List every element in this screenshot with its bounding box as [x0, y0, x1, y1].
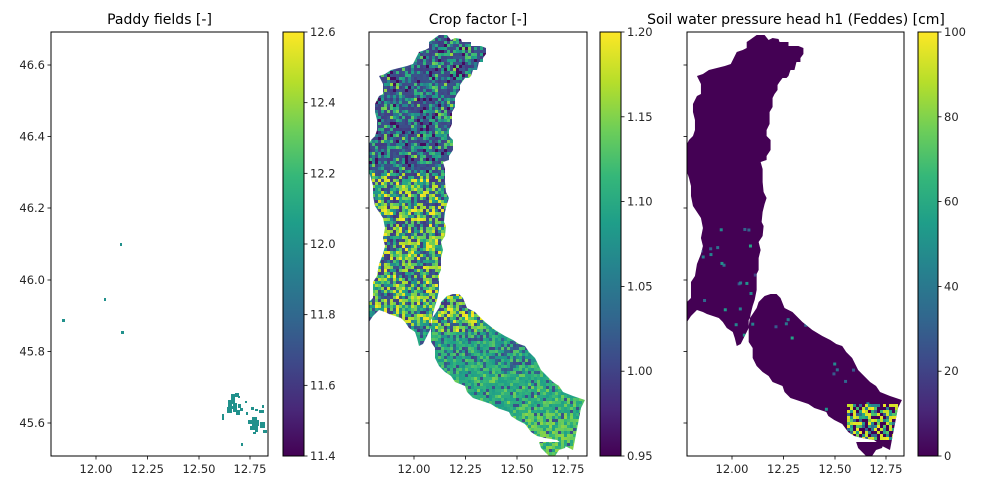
x-tick-label: 12.50 — [183, 462, 216, 476]
x-tick-label: 12.75 — [234, 462, 267, 476]
y-tick-label: 46.0 — [19, 273, 45, 287]
y-axis-ticks — [365, 64, 369, 424]
colorbar-tick-label: 80 — [944, 110, 959, 124]
colorbar-ticks: 12.6 12.4 12.2 12.0 11.8 11.6 11.4 — [304, 25, 336, 463]
x-tick-label: 12.00 — [398, 462, 431, 476]
crop-factor-raster — [369, 35, 585, 456]
colorbar-tick-label: 12.4 — [310, 96, 336, 110]
panel-crop-factor: Crop factor [-] 12.00 12.25 12.50 12.75 1.2… — [365, 12, 653, 476]
colorbar-tick-label: 20 — [944, 364, 959, 378]
panel-title: Crop factor [-] — [429, 12, 528, 28]
x-tick-label: 12.00 — [80, 462, 113, 476]
axes-frame — [686, 31, 905, 457]
colorbar-tick-label: 12.0 — [310, 237, 336, 251]
colorbar-tick-label: 1.15 — [627, 110, 653, 124]
colorbar-ticks: 100 80 60 40 20 0 — [938, 25, 966, 463]
colorbar-tick-label: 0 — [944, 449, 951, 463]
panel-soil-water-pressure-head: Soil water pressure head h1 (Feddes) [cm… — [647, 12, 966, 476]
colorbar-tick-label: 1.20 — [627, 25, 653, 39]
colorbar-tick-label: 60 — [944, 195, 959, 209]
colorbar-tick-label: 12.2 — [310, 166, 336, 180]
colorbar-tick-label: 40 — [944, 279, 959, 293]
y-tick-label: 45.8 — [19, 345, 45, 359]
panel-paddy-fields: Paddy fields [-] 46.6 46.4 46.2 46.0 45.8 45.… — [19, 12, 335, 476]
x-tick-label: 12.25 — [449, 462, 482, 476]
axes-frame — [50, 31, 269, 457]
x-tick-label: 12.25 — [131, 462, 164, 476]
y-tick-label: 46.6 — [19, 58, 45, 72]
colorbar-ticks: 1.20 1.15 1.10 1.05 1.00 0.95 — [621, 25, 653, 463]
y-tick-label: 46.4 — [19, 130, 45, 144]
x-tick-label: 12.50 — [501, 462, 534, 476]
colorbar-tick-label: 11.6 — [310, 378, 336, 392]
y-axis-ticks — [683, 64, 687, 424]
x-tick-label: 12.75 — [870, 462, 903, 476]
colorbar-tick-label: 1.00 — [627, 364, 653, 378]
colorbar-tick-label: 12.6 — [310, 25, 336, 39]
x-tick-label: 12.00 — [716, 462, 749, 476]
colorbar-tick-label: 100 — [944, 25, 966, 39]
colorbar-tick-label: 11.4 — [310, 449, 336, 463]
colorbar-tick-label: 0.95 — [627, 449, 653, 463]
x-axis-ticks: 12.00 12.25 12.50 12.75 — [80, 456, 267, 476]
axes-frame — [368, 31, 588, 457]
colorbar — [599, 31, 622, 457]
colorbar — [282, 31, 305, 457]
panel-title: Paddy fields [-] — [107, 12, 212, 28]
pressure-head-raster — [687, 35, 902, 456]
y-tick-label: 45.6 — [19, 416, 45, 430]
colorbar — [917, 31, 939, 457]
x-tick-label: 12.50 — [819, 462, 852, 476]
colorbar-tick-label: 11.8 — [310, 308, 336, 322]
x-axis-ticks: 12.00 12.25 12.50 12.75 — [716, 456, 903, 476]
y-tick-label: 46.2 — [19, 201, 45, 215]
colorbar-tick-label: 1.05 — [627, 279, 653, 293]
paddy-raster — [62, 243, 267, 446]
x-axis-ticks: 12.00 12.25 12.50 12.75 — [398, 456, 585, 476]
y-axis-ticks: 46.6 46.4 46.2 46.0 45.8 45.6 — [19, 58, 51, 430]
x-tick-label: 12.75 — [552, 462, 585, 476]
colorbar-tick-label: 1.10 — [627, 195, 653, 209]
x-tick-label: 12.25 — [767, 462, 800, 476]
panel-title: Soil water pressure head h1 (Feddes) [cm… — [647, 12, 945, 28]
